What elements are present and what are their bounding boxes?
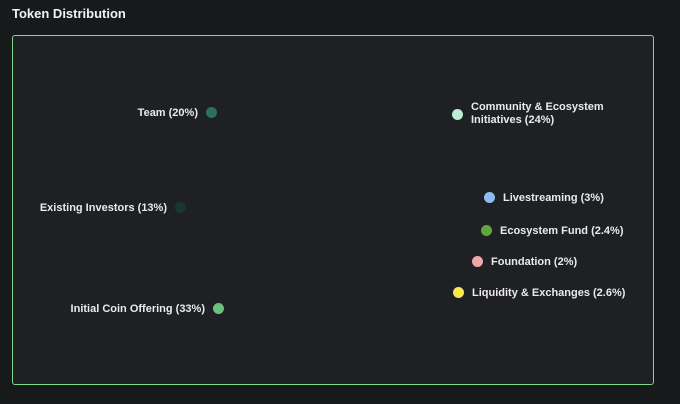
legend-label-liquidity: Liquidity & Exchanges (2.6%) [472, 287, 626, 299]
legend-dot-ecosystem-fund [481, 225, 492, 236]
legend-label-existing-investors: Existing Investors (13%) [39, 202, 167, 214]
legend-dot-livestreaming [484, 192, 495, 203]
page-title: Token Distribution [12, 6, 126, 21]
legend-dot-team [206, 107, 217, 118]
chart-panel [12, 35, 654, 385]
legend-label-livestreaming: Livestreaming (3%) [503, 192, 604, 204]
legend-label-foundation: Foundation (2%) [491, 256, 578, 268]
legend-dot-foundation [472, 256, 483, 267]
legend-label-community-line2: Initiatives (24%) [471, 114, 555, 126]
legend-label-ecosystem-fund: Ecosystem Fund (2.4%) [500, 225, 624, 237]
legend-label-ico: Initial Coin Offering (33%) [70, 303, 205, 315]
legend-label-team: Team (20%) [137, 107, 198, 119]
legend-label-community: Community & Ecosystem Initiatives (24%) [471, 101, 604, 127]
legend-dot-liquidity [453, 287, 464, 298]
legend-dot-ico [213, 303, 224, 314]
legend-dot-community [452, 109, 463, 120]
legend-label-community-line1: Community & Ecosystem [471, 101, 604, 113]
legend-dot-existing-investors [175, 202, 186, 213]
